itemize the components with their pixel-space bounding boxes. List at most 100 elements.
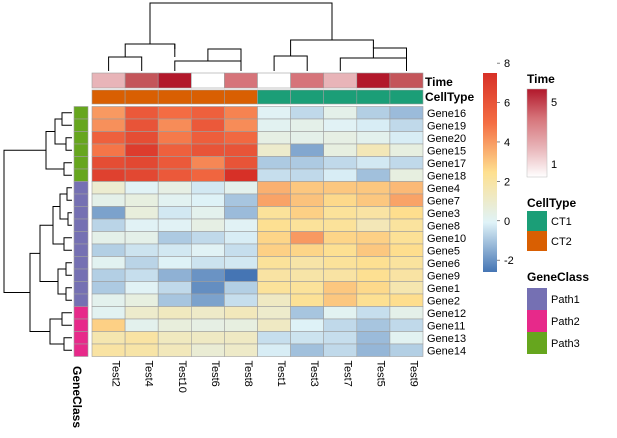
column-label-test10: Test10 xyxy=(176,361,188,393)
heatmap-cell xyxy=(257,181,291,195)
heatmap-cell xyxy=(191,156,225,170)
heatmap-cell xyxy=(157,256,192,270)
time-annotation-cell xyxy=(389,72,424,89)
heatmap-cell xyxy=(124,331,159,345)
heatmap-cell xyxy=(356,331,391,345)
scale-tick-label: 0 xyxy=(504,216,510,228)
heatmap-cell xyxy=(124,168,159,182)
dendrogram-branch xyxy=(39,224,58,282)
dendrogram-branch xyxy=(339,57,407,71)
row-label-gene6: Gene6 xyxy=(427,258,460,270)
geneclass-annotation-cell xyxy=(73,206,89,220)
heatmap-cell xyxy=(224,256,258,270)
heatmap-cell xyxy=(257,318,291,332)
heatmap-cell xyxy=(356,106,391,120)
heatmap-cell xyxy=(356,293,391,307)
geneclass-annotation-cell xyxy=(73,106,89,120)
geneclass-annotation-cell xyxy=(73,243,89,257)
heatmap-cell xyxy=(257,331,291,345)
heatmap-cell xyxy=(224,231,258,245)
heatmap-cell xyxy=(157,218,192,232)
heatmap-cell xyxy=(290,131,325,145)
heatmap-cells xyxy=(91,106,424,357)
heatmap-cell xyxy=(157,331,192,345)
heatmap-cell xyxy=(323,206,358,220)
heatmap-cell xyxy=(389,218,424,232)
heatmap-cell xyxy=(356,318,391,332)
dendrogram-branch xyxy=(65,287,72,301)
heatmap-cell xyxy=(91,268,126,282)
celltype-legend-swatch-ct2 xyxy=(527,231,547,251)
heatmap-cell xyxy=(389,243,424,257)
geneclass-legend-label-path1: Path1 xyxy=(551,294,580,306)
heatmap-cell xyxy=(157,318,192,332)
celltype-annotation-cell xyxy=(356,89,391,105)
heatmap-cell xyxy=(290,268,325,282)
geneclass-annotation-cell xyxy=(73,218,89,232)
geneclass-annotation-cell xyxy=(73,293,89,307)
row-label-gene13: Gene13 xyxy=(427,333,466,345)
celltype-annotation-cell xyxy=(224,89,258,105)
heatmap-cell xyxy=(157,181,192,195)
scale-tick-label: 2 xyxy=(504,176,510,188)
row-label-gene16: Gene16 xyxy=(427,108,466,120)
heatmap-cell xyxy=(191,281,225,295)
heatmap-cell xyxy=(191,168,225,182)
heatmap-cell xyxy=(224,168,258,182)
heatmap-cell xyxy=(191,131,225,145)
heatmap-cell xyxy=(157,156,192,170)
heatmap-cell xyxy=(224,243,258,257)
celltype-legend-label-ct1: CT1 xyxy=(551,216,572,228)
heatmap-cell xyxy=(124,243,159,257)
heatmap-cell xyxy=(124,131,159,145)
dendrogram-branch xyxy=(63,162,72,176)
heatmap-cell xyxy=(257,106,291,120)
heatmap-cell xyxy=(323,331,358,345)
heatmap-cell xyxy=(91,231,126,245)
heatmap-cell xyxy=(224,143,258,157)
heatmap-cell xyxy=(157,143,192,157)
celltype-annotation-label: CellType xyxy=(425,90,474,104)
heatmap-cell xyxy=(257,193,291,207)
geneclass-annotation-cell xyxy=(73,281,89,295)
geneclass-annotation-cell xyxy=(73,181,89,195)
heatmap-cell xyxy=(191,293,225,307)
geneclass-annotation-label: GeneClass xyxy=(70,366,84,428)
row-label-gene1: Gene1 xyxy=(427,283,460,295)
heatmap-cell xyxy=(356,206,391,220)
heatmap-cell xyxy=(323,318,358,332)
heatmap-cell xyxy=(191,143,225,157)
heatmap-cell xyxy=(157,118,192,132)
dendrogram-branch xyxy=(54,118,66,145)
heatmap-cell xyxy=(224,281,258,295)
heatmap-cell xyxy=(290,331,325,345)
column-label-test4: Test4 xyxy=(143,361,155,387)
row-label-gene8: Gene8 xyxy=(427,220,460,232)
heatmap-cell xyxy=(91,193,126,207)
column-labels: Test2 Test4 Test10 Test6 Test8 Test1 Test3 Test… xyxy=(110,361,420,393)
heatmap-cell xyxy=(91,318,126,332)
time-legend-label-high: 5 xyxy=(551,97,557,109)
scale-tick-label: 8 xyxy=(504,58,510,70)
dendrogram-branch xyxy=(174,60,242,71)
geneclass-legend-swatch-path3 xyxy=(527,332,547,354)
celltype-annotation-cell xyxy=(323,89,358,105)
heatmap-cell xyxy=(389,318,424,332)
heatmap-cell xyxy=(257,306,291,320)
heatmap-cell xyxy=(191,231,225,245)
dendrogram-branch xyxy=(63,337,72,351)
heatmap-cell xyxy=(124,318,159,332)
heatmap-cell xyxy=(356,143,391,157)
heatmap-cell xyxy=(124,143,159,157)
heatmap-cell xyxy=(257,206,291,220)
row-label-gene4: Gene4 xyxy=(427,183,460,195)
heatmap-cell xyxy=(191,268,225,282)
row-label-gene15: Gene15 xyxy=(427,145,466,157)
heatmap-cell xyxy=(191,106,225,120)
column-dendrogram xyxy=(108,2,407,71)
heatmap-cell xyxy=(356,218,391,232)
heatmap-cell xyxy=(224,193,258,207)
dendrogram-branch xyxy=(124,43,176,57)
column-label-test6: Test6 xyxy=(209,361,221,387)
